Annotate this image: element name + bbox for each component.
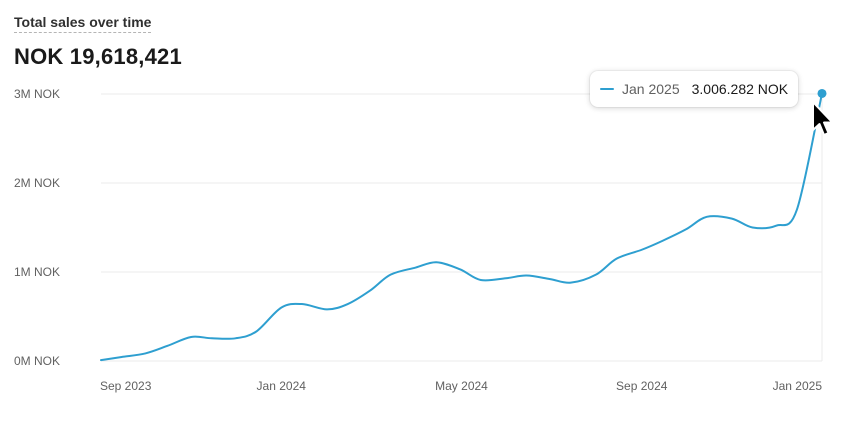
- series-line: [100, 92, 823, 362]
- y-tick-label: 1M NOK: [14, 265, 60, 279]
- arrow-cursor-icon: [812, 101, 834, 136]
- tooltip-value: 3.006.282 NOK: [691, 81, 789, 97]
- chart-title[interactable]: Total sales over time: [14, 14, 152, 33]
- x-tick-label: Sep 2023: [100, 379, 152, 393]
- tooltip-label: Jan 2025: [622, 81, 680, 97]
- y-tick-label: 0M NOK: [14, 354, 60, 368]
- y-tick-label: 2M NOK: [14, 176, 60, 190]
- x-tick-label: Jan 2024: [257, 379, 307, 393]
- series-swatch: [600, 88, 614, 90]
- chart-tooltip: Jan 2025 3.006.282 NOK: [590, 71, 799, 107]
- x-tick-label: May 2024: [435, 379, 488, 393]
- y-tick-label: 3M NOK: [14, 87, 60, 101]
- x-tick-label: Jan 2025: [773, 379, 823, 393]
- total-sales-value: NOK 19,618,421: [14, 44, 182, 69]
- highlighted-point: [817, 88, 827, 98]
- x-tick-label: Sep 2024: [616, 379, 668, 393]
